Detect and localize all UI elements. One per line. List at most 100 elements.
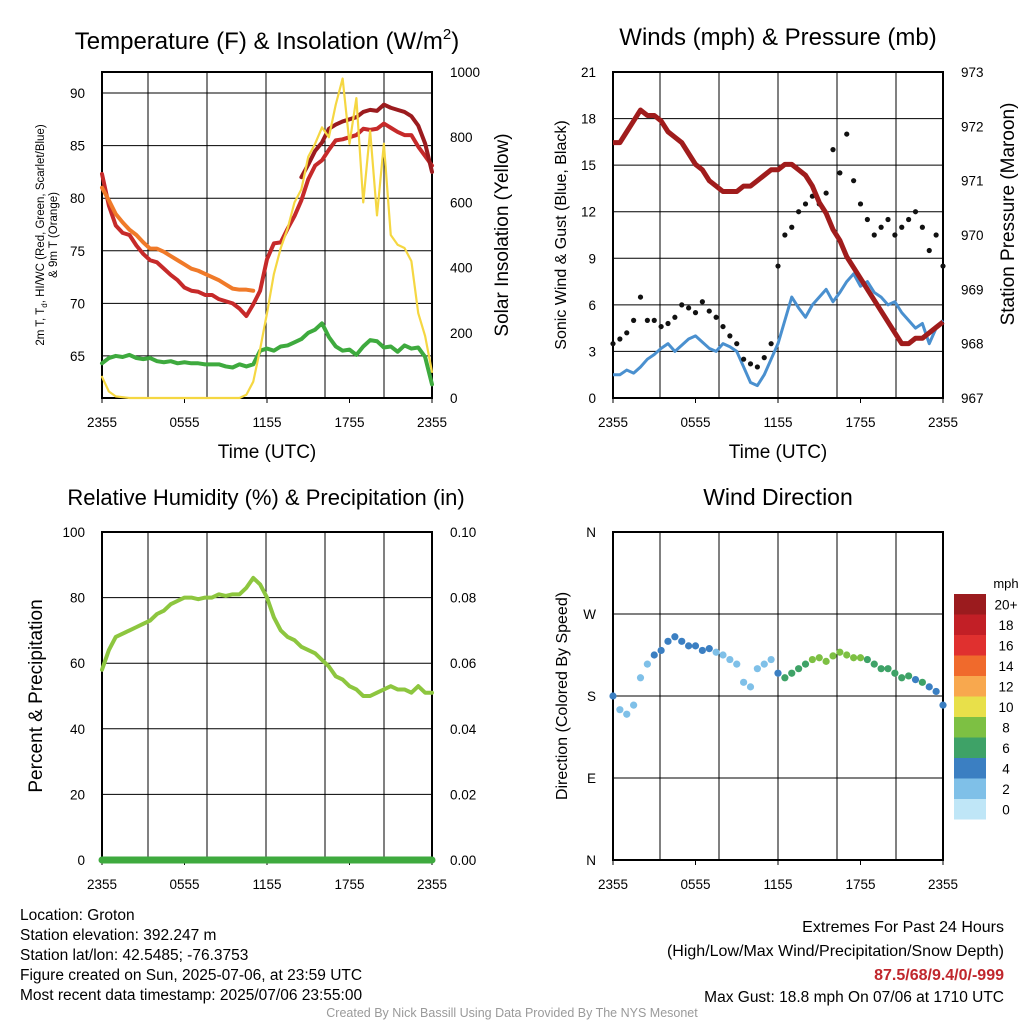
- gust-point: [940, 263, 946, 269]
- direction-point: [609, 692, 617, 700]
- gust-point: [713, 314, 719, 320]
- wind-speed-line: [613, 272, 945, 388]
- gust-point: [679, 302, 685, 308]
- gust-point: [871, 232, 877, 238]
- direction-point: [822, 657, 830, 665]
- colorbar-swatch: [954, 758, 986, 779]
- winds-y-tick-label: 21: [581, 65, 596, 80]
- extremes-box: Extremes For Past 24 Hours (High/Low/Max…: [667, 916, 1004, 1008]
- humidity-x-tick-label: 1155: [252, 877, 281, 892]
- extremes-title: Extremes For Past 24 Hours: [802, 919, 1004, 936]
- direction-point: [616, 706, 624, 714]
- humidity-y-right-tick-label: 0.06: [450, 656, 476, 671]
- direction-point: [808, 655, 816, 664]
- humidity-x-tick-label: 2355: [87, 877, 117, 892]
- direction-point: [801, 660, 810, 668]
- gust-point: [851, 178, 857, 184]
- colorbar-swatch: [954, 676, 986, 697]
- direction-point: [746, 683, 755, 691]
- direction-point: [650, 651, 658, 659]
- direction-point: [795, 665, 803, 673]
- colorbar-title: mph: [993, 576, 1018, 591]
- direction-point: [726, 655, 734, 664]
- gust-point: [789, 224, 795, 230]
- gust-point: [734, 341, 740, 347]
- humidity-panel: 2355 0555 1155 1755 23550204060801000.000.02…: [62, 525, 476, 892]
- temperature-y-tick-label: 90: [70, 86, 85, 101]
- temperature-y-tick-label: 85: [70, 139, 85, 154]
- winds-chart-title: Winds (mph) & Pressure (mb): [619, 24, 936, 51]
- winds-y-right-tick-label: 972: [961, 119, 984, 134]
- colorbar-label: 20+: [995, 597, 1018, 612]
- max-gust-text: Max Gust: 18.8 mph On 07/06 at 1710 UTC: [704, 989, 1004, 1006]
- gust-point: [796, 209, 802, 215]
- wind_direction-x-tick-label: 1155: [763, 877, 792, 892]
- colorbar-label: 4: [1002, 761, 1010, 776]
- gust-point: [720, 323, 726, 330]
- direction-point: [836, 648, 844, 656]
- direction-point: [856, 654, 865, 662]
- humidity-y-right-tick-label: 0.08: [450, 591, 476, 606]
- gust-point: [782, 232, 788, 238]
- direction-point: [877, 665, 885, 673]
- direction-point: [671, 633, 679, 641]
- winds-panel: 2355 0555 1155 1755 235503691215182196796896…: [581, 65, 984, 430]
- winds-x-tick-label: 1155: [763, 415, 792, 430]
- direction-point: [884, 665, 892, 673]
- winds-y-tick-label: 18: [581, 112, 596, 127]
- temperature-y-right-tick-label: 600: [450, 195, 473, 210]
- gust-point: [637, 294, 644, 300]
- latlon-text: Station lat/lon: 42.5485; -76.3753: [20, 947, 249, 964]
- wind_direction-x-tick-label: 0555: [680, 877, 710, 892]
- gust-point: [878, 224, 884, 230]
- temperature-y-tick-label: 75: [70, 244, 85, 259]
- direction-point: [767, 655, 775, 664]
- direction-point: [918, 678, 926, 686]
- direction-point: [753, 665, 761, 673]
- temp-y-axis-label-line2: & 9m T (Orange): [48, 192, 60, 278]
- direction-point: [815, 654, 823, 662]
- gust-point: [857, 201, 864, 207]
- station-info: Location: Groton Station elevation: 392.…: [20, 906, 362, 1006]
- rh-chart-title: Relative Humidity (%) & Precipitation (i…: [67, 485, 464, 510]
- gust-point: [631, 317, 637, 323]
- temp-y-axis-label-right: Solar Insolation (Yellow): [492, 133, 513, 336]
- gust-point: [617, 336, 623, 342]
- colorbar-swatch: [954, 696, 986, 717]
- humidity-y-right-tick-label: 0.00: [450, 853, 476, 868]
- gust-point: [624, 330, 630, 336]
- temperature-y-right-tick-label: 800: [450, 130, 473, 145]
- winds-y-right-tick-label: 973: [961, 65, 984, 80]
- direction-point: [760, 660, 768, 668]
- humidity-y-tick-label: 60: [70, 656, 85, 671]
- direction-point: [733, 660, 741, 668]
- winds-x-tick-label: 2355: [598, 415, 628, 430]
- gust-point: [747, 361, 754, 367]
- colorbar-swatch: [954, 778, 986, 799]
- colorbar-label: 8: [1002, 720, 1010, 735]
- gust-point: [644, 317, 650, 323]
- gust-point: [933, 232, 939, 238]
- winds-x-tick-label: 2355: [928, 415, 958, 430]
- winds-y-right-tick-label: 970: [961, 228, 984, 243]
- colorbar-label: 14: [998, 659, 1014, 674]
- temperature-series-line: [299, 102, 434, 180]
- humidity-frame: [101, 531, 433, 861]
- winds-y-tick-label: 0: [588, 391, 596, 406]
- winds-y-right-tick-label: 969: [961, 282, 984, 297]
- colorbar-label: 10: [998, 700, 1013, 715]
- direction-point: [691, 642, 700, 650]
- direction-point: [636, 674, 645, 682]
- created-text: Figure created on Sun, 2025-07-06, at 23…: [20, 967, 363, 984]
- winds-y-tick-label: 9: [588, 251, 596, 266]
- gust-point: [610, 341, 616, 347]
- pressure-line: [613, 107, 945, 347]
- wdir-chart-title: Wind Direction: [703, 484, 853, 510]
- plot-layer: 2355 0555 1155 1755 235565707580859002004006…: [62, 65, 1017, 892]
- wind_direction-x-tick-label: 2355: [928, 877, 958, 892]
- winds-y-tick-label: 3: [588, 344, 596, 359]
- temperature-y-right-tick-label: 0: [450, 391, 458, 406]
- wdir-y-tick-label: E: [587, 771, 596, 786]
- winds-x-axis-label: Time (UTC): [729, 442, 828, 463]
- colorbar-label: 0: [1002, 802, 1010, 817]
